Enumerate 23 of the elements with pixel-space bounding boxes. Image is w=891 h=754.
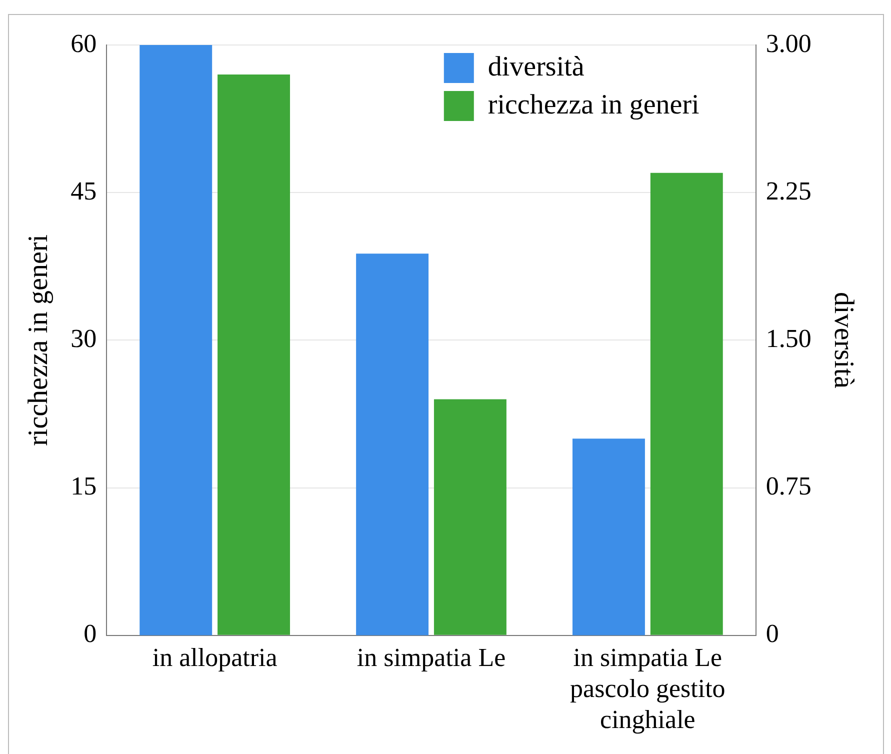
bar: [650, 172, 723, 635]
y-tick-label: 30: [70, 324, 97, 354]
y-axis-title: ricchezza in generi: [23, 234, 54, 446]
y2-axis-title: diversità: [828, 292, 859, 389]
x-tick-label: in simpatia Le pascolo gestito cinghiale: [570, 642, 726, 734]
y2-tick-label: 1.50: [766, 324, 812, 354]
bar: [434, 399, 506, 635]
y2-tick-label: 2.25: [766, 176, 812, 206]
x-tick-label: in allopatria: [152, 642, 278, 672]
bar: [140, 45, 212, 636]
legend-label: diversità: [488, 51, 585, 82]
y2-tick-label: 0.75: [766, 472, 812, 501]
y-tick-label: 45: [70, 176, 97, 206]
bar: [218, 74, 290, 635]
y-tick-label: 60: [70, 28, 97, 58]
bar: [572, 438, 645, 636]
y-tick-label: 15: [70, 472, 97, 501]
y2-tick-label: 3.00: [766, 28, 812, 58]
legend-label: ricchezza in generi: [488, 89, 700, 120]
x-tick-label: in simpatia Le: [356, 642, 506, 672]
y2-tick-label: 0: [766, 619, 779, 648]
bar: [356, 254, 429, 636]
y-tick-label: 0: [84, 619, 97, 648]
